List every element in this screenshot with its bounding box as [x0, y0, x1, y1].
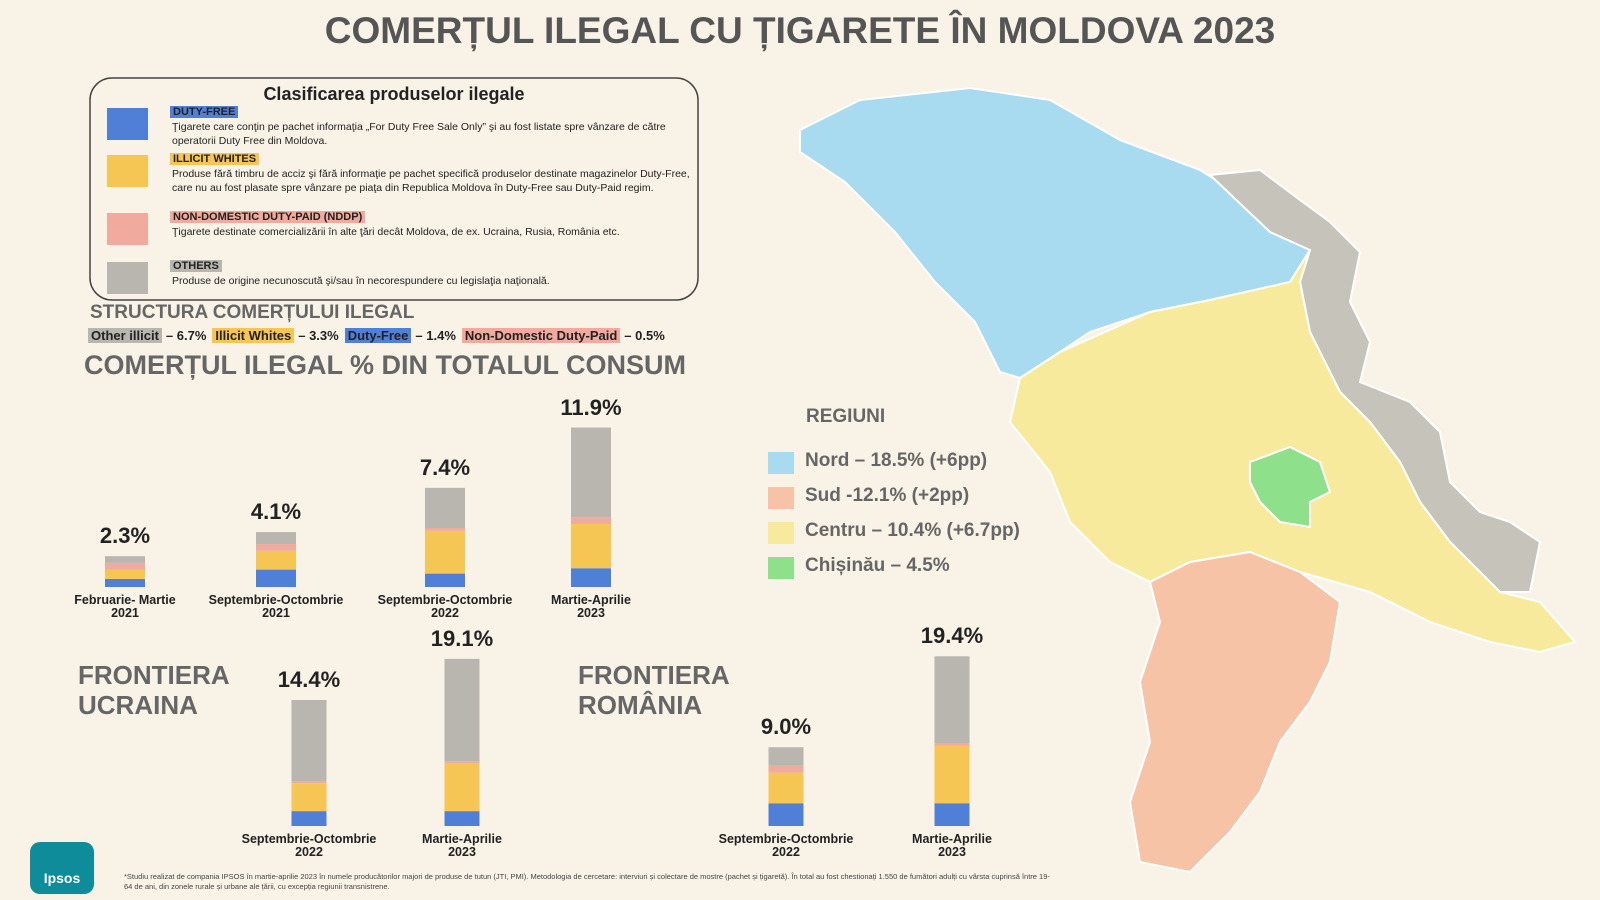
map-sud: [1128, 550, 1342, 874]
region-swatch: [768, 522, 794, 544]
class-swatch: [107, 262, 148, 294]
class-tag: NON-DOMESTIC DUTY-PAID (NDDP): [170, 211, 366, 223]
structure-label: Other illicit: [88, 328, 162, 343]
class-swatch: [107, 155, 148, 187]
bar-segment: [934, 656, 970, 744]
category-label: Septembrie-Octombrie 2022: [241, 832, 377, 859]
bar-segment: [256, 544, 296, 551]
region-swatch: [768, 557, 794, 579]
total-label: 7.4%: [419, 454, 471, 480]
region-label: Centru – 10.4% (+6.7pp): [805, 520, 1020, 541]
bar-segment: [425, 528, 465, 531]
bar-segment: [291, 783, 327, 812]
bar-segment: [934, 803, 970, 826]
structure-label: Non-Domestic Duty-Paid: [461, 328, 621, 343]
bar-segment: [768, 747, 804, 766]
region-swatch: [768, 452, 794, 474]
class-swatch: [107, 108, 148, 140]
border-title: FRONTIERA UCRAINA: [78, 660, 230, 720]
structure-label: Duty-Free: [344, 328, 412, 343]
bar-segment: [571, 517, 611, 525]
structure-title: STRUCTURA COMERȚULUI ILEGAL: [90, 302, 415, 323]
category-label: Martie-Aprilie 2023: [551, 593, 631, 620]
bar-segment: [105, 556, 145, 563]
classification-title: Clasificarea produselor ilegale: [263, 84, 525, 104]
total-label: 2.3%: [99, 523, 151, 549]
bar-segment: [256, 532, 296, 545]
structure-line: Other illicit – 6.7% Illicit Whites – 3.3% D…: [88, 328, 671, 343]
map: [799, 86, 1577, 874]
section-title: COMERȚUL ILEGAL % DIN TOTALUL CONSUM: [84, 350, 687, 380]
class-tag: ILLICIT WHITES: [170, 153, 260, 165]
class-text: Ţigarete care conţin pe pachet informaţi…: [172, 121, 666, 147]
bar-segment: [291, 781, 327, 784]
bar-segment: [256, 569, 296, 587]
title: COMERȚUL ILEGAL CU ȚIGARETE ÎN MOLDOVA 2…: [324, 10, 1276, 51]
total-label: 19.1%: [430, 625, 494, 651]
bar-segment: [571, 568, 611, 587]
structure-value: – 3.3%: [298, 328, 339, 343]
bar-segment: [425, 573, 465, 587]
border-title: FRONTIERA ROMÂNIA: [578, 660, 730, 720]
category-label: Martie-Aprilie 2023: [422, 832, 502, 859]
bar-segment: [425, 487, 465, 529]
bar-segment: [571, 524, 611, 569]
bar-segment: [444, 761, 480, 763]
class-tag: OTHERS: [170, 260, 222, 272]
regions-title: REGIUNI: [806, 406, 886, 427]
bar-segment: [768, 772, 804, 804]
bar-segment: [256, 550, 296, 570]
footnote: *Studiu realizat de compania IPSOS în ma…: [124, 872, 1050, 891]
category-label: Septembrie-Octombrie 2022: [377, 593, 513, 620]
bar-segment: [934, 745, 970, 804]
structure-value: – 1.4%: [415, 328, 456, 343]
category-label: Septembrie-Octombrie 2021: [208, 593, 344, 620]
total-label: 4.1%: [250, 499, 302, 525]
category-label: Februarie- Martie 2021: [74, 593, 176, 620]
bar-segment: [444, 811, 480, 826]
bar-segment: [291, 700, 327, 782]
total-label: 9.0%: [760, 714, 812, 740]
total-label: 11.9%: [560, 394, 622, 420]
structure-value: – 6.7%: [165, 328, 207, 343]
class-text: Ţigarete destinate comercializării în al…: [172, 226, 620, 238]
category-label: Martie-Aprilie 2023: [912, 832, 992, 859]
structure-value: – 0.5%: [624, 328, 665, 343]
total-label: 19.4%: [920, 623, 984, 649]
category-label: Septembrie-Octombrie 2022: [718, 832, 854, 859]
map-chisinau: [1249, 445, 1332, 529]
bar-segment: [105, 569, 145, 579]
bar-segment: [291, 811, 327, 826]
total-label: 14.4%: [277, 667, 341, 692]
bar-segment: [444, 658, 480, 762]
bar-segment: [934, 743, 970, 746]
bar-segment: [105, 578, 145, 587]
bar-segment: [105, 562, 145, 570]
region-swatch: [768, 487, 794, 509]
region-label: Chișinău – 4.5%: [805, 555, 950, 576]
bar-segment: [768, 803, 804, 826]
bar-segment: [571, 427, 611, 518]
bar-segment: [444, 763, 480, 812]
bar-segment: [425, 530, 465, 574]
classification-box: [89, 77, 699, 301]
region-label: Sud -12.1% (+2pp): [805, 485, 970, 506]
class-swatch: [107, 213, 148, 245]
class-text: Produse de origine necunoscută şi/sau în…: [172, 275, 550, 287]
class-text: Produse fără timbru de acciz şi fără inf…: [172, 168, 690, 194]
logo-badge: [30, 842, 94, 894]
bar-segment: [768, 765, 804, 773]
region-label: Nord – 18.5% (+6pp): [805, 450, 988, 471]
structure-label: Illicit Whites: [212, 328, 295, 343]
class-tag: DUTY-FREE: [170, 106, 239, 118]
logo: Ipsos: [43, 870, 81, 886]
